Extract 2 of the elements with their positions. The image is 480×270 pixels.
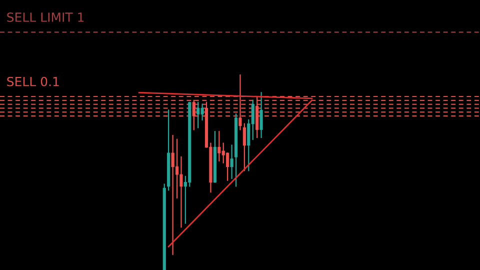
ref-line-label: SELL 0.1 <box>7 76 59 86</box>
ref-line-label: SELL LIMIT 1 <box>7 12 84 22</box>
